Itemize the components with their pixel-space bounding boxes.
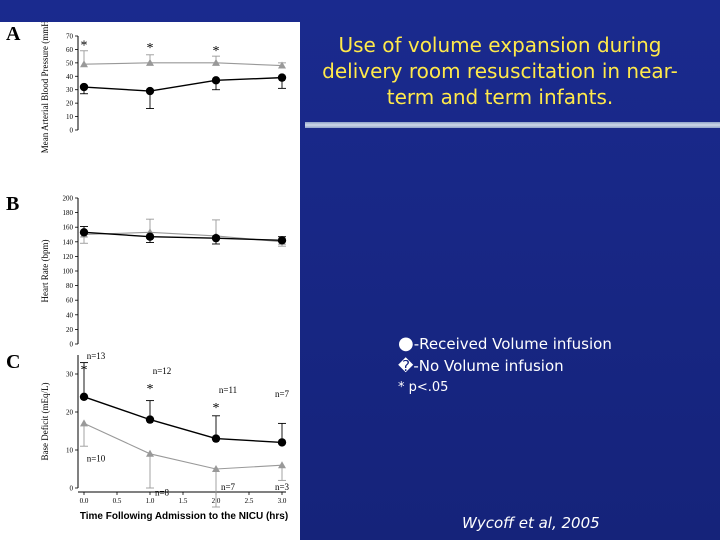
legend: ●-Received Volume infusion �-No Volume i…	[398, 333, 612, 399]
series-line-received	[83, 76, 283, 92]
y-tick-label: 200	[63, 195, 74, 203]
data-point-received	[277, 73, 287, 82]
y-tick-label: 30	[66, 86, 74, 94]
chart-panel-b: B 0 20 40 60 80 100 120 140 160 180 200 Heart Rate (…	[6, 193, 287, 349]
data-point-received	[145, 232, 155, 241]
y-tick-label: 0	[70, 485, 74, 493]
data-point-no-volume	[80, 60, 88, 68]
legend-received: ●-Received Volume infusion	[398, 333, 612, 355]
y-tick-label: 60	[66, 46, 74, 54]
y-tick-label: 160	[63, 224, 74, 232]
significance-star: *	[147, 382, 154, 397]
x-tick-label: 0.0	[80, 497, 89, 505]
panel-letter: A	[6, 23, 21, 45]
y-tick-label: 0	[70, 127, 74, 135]
data-point-received	[79, 228, 89, 237]
series-line-no-volume	[83, 62, 283, 67]
data-point-received	[211, 434, 221, 443]
data-point-no-volume	[80, 419, 88, 427]
significance-star: *	[81, 38, 88, 53]
data-point-received	[79, 392, 89, 401]
legend-no-volume: �-No Volume infusion	[398, 355, 612, 377]
data-point-received	[145, 415, 155, 424]
significance-star: *	[147, 41, 154, 56]
y-tick-label: 10	[66, 447, 74, 455]
data-point-received	[277, 236, 287, 245]
legend-no-volume-label: -No Volume infusion	[413, 357, 564, 375]
data-point-no-volume	[212, 58, 220, 66]
sample-size-label: n=7	[221, 482, 236, 492]
y-tick-label: 100	[63, 268, 74, 276]
x-tick-label: 2.5	[245, 497, 254, 505]
citation: Wycoff et al, 2005	[462, 514, 600, 532]
sample-size-label: n=3	[275, 482, 290, 492]
replacement-glyph-icon: �	[398, 357, 414, 375]
sample-size-label: n=11	[219, 385, 237, 395]
data-point-received	[211, 76, 221, 85]
y-tick-label: 140	[63, 238, 74, 246]
y-axis-label: Base Deficit (mEq/L)	[40, 383, 50, 461]
y-axis-label: Heart Rate (bpm)	[40, 240, 50, 303]
y-tick-label: 80	[66, 282, 74, 290]
y-tick-label: 60	[66, 297, 74, 305]
data-point-no-volume	[278, 61, 286, 69]
x-tick-label: 1.0	[146, 497, 155, 505]
series-line-no-volume	[83, 422, 283, 470]
x-tick-label: 1.5	[179, 497, 188, 505]
y-tick-label: 20	[66, 409, 74, 417]
y-tick-label: 40	[66, 73, 74, 81]
x-axis-label: Time Following Admission to the NICU (hr…	[80, 511, 288, 522]
y-tick-label: 30	[66, 371, 74, 379]
chart-figure: A 0 10 20 30 40 50 60 70 Mean Arterial Blood Pres…	[6, 22, 290, 522]
sample-size-label: n=8	[155, 488, 170, 498]
y-axis-label: Mean Arterial Blood Pressure (mmHg)	[40, 22, 50, 153]
data-point-received	[211, 233, 221, 243]
data-point-received	[145, 86, 155, 96]
x-tick-label: 3.0	[278, 497, 287, 505]
x-tick-label: 0.5	[113, 497, 122, 505]
y-tick-label: 40	[66, 311, 74, 319]
sample-size-label: n=12	[153, 366, 172, 376]
data-point-received	[79, 82, 89, 92]
figure-panel: A 0 10 20 30 40 50 60 70 Mean Arterial Blood Pres…	[0, 22, 300, 540]
y-tick-label: 0	[70, 341, 74, 349]
y-tick-label: 50	[66, 59, 74, 67]
y-tick-label: 20	[66, 326, 74, 334]
significance-star: *	[81, 363, 88, 378]
title-divider	[305, 122, 720, 128]
sample-size-label: n=13	[87, 351, 106, 361]
data-point-no-volume	[146, 449, 154, 457]
y-tick-label: 120	[63, 253, 74, 261]
y-tick-label: 180	[63, 209, 74, 217]
legend-significance: * p<.05	[398, 380, 449, 395]
y-tick-label: 10	[66, 113, 74, 121]
data-point-no-volume	[212, 465, 220, 472]
series-line-received	[83, 396, 283, 444]
sample-size-label: n=10	[87, 453, 106, 463]
data-point-no-volume	[278, 461, 286, 469]
data-point-received	[277, 438, 287, 447]
series-line-received	[83, 231, 283, 242]
data-point-no-volume	[146, 58, 154, 66]
y-tick-label: 20	[66, 100, 74, 108]
chart-panel-a: A 0 10 20 30 40 50 60 70 Mean Arterial Blood Pres…	[6, 22, 287, 153]
y-tick-label: 70	[66, 33, 74, 41]
panel-letter: C	[6, 351, 20, 373]
significance-star: *	[213, 44, 220, 59]
filled-circle-icon: ●	[398, 333, 414, 354]
significance-star: *	[213, 401, 220, 416]
slide-title: Use of volume expansion during delivery …	[322, 33, 678, 109]
sample-size-label: n=7	[275, 389, 290, 399]
panel-letter: B	[6, 193, 19, 215]
chart-panel-c: C 0 10 20 30 Base Deficit (mEq/L) 0.0 0.5 1.0 1.5…	[6, 351, 290, 522]
legend-received-label: -Received Volume infusion	[413, 335, 612, 353]
